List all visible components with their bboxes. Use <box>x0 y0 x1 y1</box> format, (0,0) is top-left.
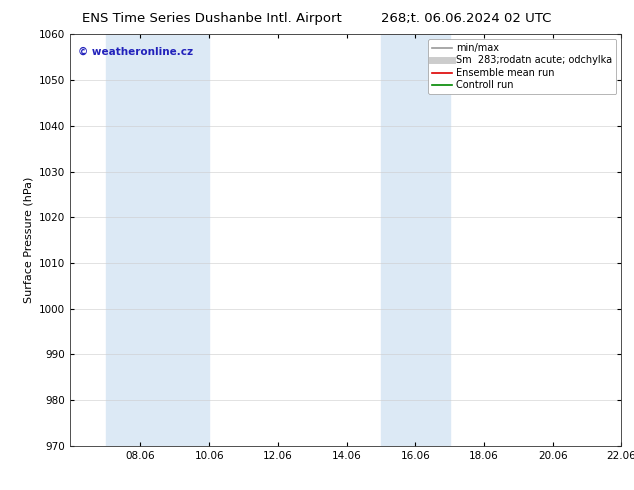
Y-axis label: Surface Pressure (hPa): Surface Pressure (hPa) <box>23 177 33 303</box>
Bar <box>381 34 450 446</box>
Text: ENS Time Series Dushanbe Intl. Airport: ENS Time Series Dushanbe Intl. Airport <box>82 12 342 25</box>
Legend: min/max, Sm  283;rodatn acute; odchylka, Ensemble mean run, Controll run: min/max, Sm 283;rodatn acute; odchylka, … <box>428 39 616 94</box>
Text: © weatheronline.cz: © weatheronline.cz <box>78 47 193 57</box>
Text: 268;t. 06.06.2024 02 UTC: 268;t. 06.06.2024 02 UTC <box>381 12 552 25</box>
Bar <box>106 34 209 446</box>
